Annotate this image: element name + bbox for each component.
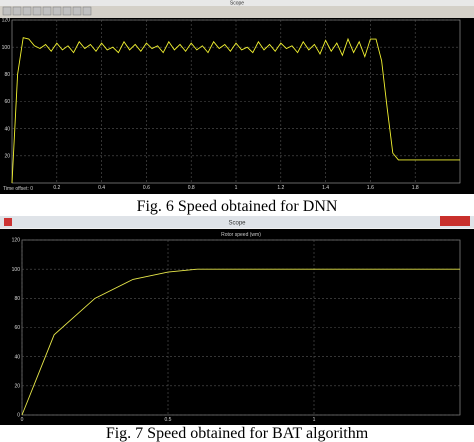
x-tick-label: 0.5 [165, 417, 172, 423]
y-tick-label: 100 [12, 267, 21, 273]
tool-button[interactable] [62, 6, 72, 16]
y-tick-label: 40 [14, 354, 20, 360]
window-title: Scope [228, 221, 246, 227]
tool-button[interactable] [82, 6, 92, 16]
tool-button[interactable] [42, 6, 52, 16]
x-tick-label: 1.2 [277, 185, 284, 191]
x-tick-label: 1.4 [322, 185, 329, 191]
tool-button[interactable] [72, 6, 82, 16]
tool-button[interactable] [32, 6, 42, 16]
tool-button[interactable] [2, 6, 12, 16]
y-tick-label: 60 [14, 325, 20, 331]
plot-title: Rotor speed (wm) [221, 232, 261, 238]
tool-button[interactable] [12, 6, 22, 16]
y-tick-label: 0 [17, 413, 20, 419]
x-tick-label: 1 [235, 185, 238, 191]
x-tick-label: 0 [21, 417, 24, 423]
y-tick-label: 80 [4, 72, 10, 78]
y-tick-label: 20 [4, 154, 10, 160]
y-tick-label: 80 [14, 296, 20, 302]
time-offset: Time offset: 0 [3, 186, 33, 192]
caption: Fig. 6 Speed obtained for DNN [137, 198, 338, 215]
app-icon [4, 218, 12, 226]
y-tick-label: 20 [14, 384, 20, 390]
speed-line [21, 268, 460, 416]
x-tick-label: 0.4 [98, 185, 105, 191]
x-tick-label: 1.8 [412, 185, 419, 191]
x-tick-label: 0.8 [188, 185, 195, 191]
tool-button[interactable] [22, 6, 32, 16]
y-tick-label: 100 [2, 45, 11, 51]
x-tick-label: 1 [313, 417, 316, 423]
title-bar [0, 0, 474, 6]
close-button[interactable] [440, 216, 470, 226]
y-tick-label: 120 [12, 238, 21, 244]
y-tick-label: 40 [4, 126, 10, 132]
y-tick-label: 60 [4, 99, 10, 105]
y-tick-label: 120 [2, 18, 11, 24]
tool-button[interactable] [52, 6, 62, 16]
speed-line [11, 37, 460, 184]
caption: Fig. 7 Speed obtained for BAT algorithm [106, 425, 369, 442]
x-tick-label: 1.6 [367, 185, 374, 191]
title-bar [0, 216, 474, 228]
toolbar [2, 6, 92, 16]
x-tick-label: 0.6 [143, 185, 150, 191]
window-title: Scope [230, 1, 244, 7]
x-tick-label: 0.2 [53, 185, 60, 191]
